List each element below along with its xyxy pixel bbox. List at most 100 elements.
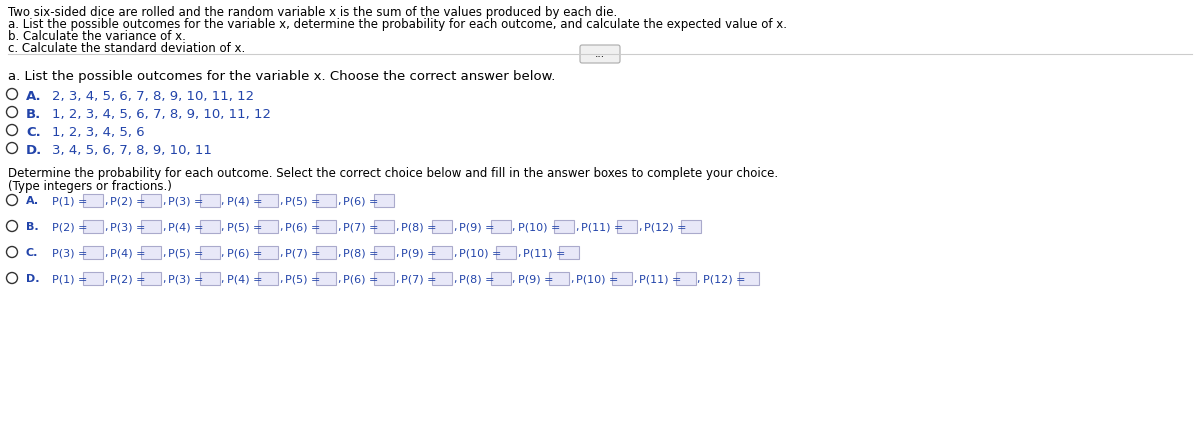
FancyBboxPatch shape bbox=[374, 194, 394, 207]
FancyBboxPatch shape bbox=[491, 220, 511, 233]
Text: P(6) =: P(6) = bbox=[227, 248, 262, 258]
Text: P(5) =: P(5) = bbox=[284, 196, 320, 206]
Text: A.: A. bbox=[26, 196, 40, 206]
FancyBboxPatch shape bbox=[199, 220, 220, 233]
Text: D.: D. bbox=[26, 274, 40, 284]
Text: ,: , bbox=[575, 222, 578, 232]
Text: P(4) =: P(4) = bbox=[227, 196, 262, 206]
Text: P(8) =: P(8) = bbox=[401, 222, 437, 232]
Text: ,: , bbox=[570, 274, 574, 284]
Text: P(5) =: P(5) = bbox=[168, 248, 204, 258]
FancyBboxPatch shape bbox=[739, 271, 758, 284]
Text: ,: , bbox=[162, 274, 166, 284]
Text: ,: , bbox=[162, 222, 166, 232]
Text: P(7) =: P(7) = bbox=[343, 222, 378, 232]
FancyBboxPatch shape bbox=[316, 194, 336, 207]
Text: C.: C. bbox=[26, 248, 38, 258]
Text: ,: , bbox=[511, 274, 515, 284]
FancyBboxPatch shape bbox=[612, 271, 632, 284]
FancyBboxPatch shape bbox=[83, 194, 103, 207]
Text: A.: A. bbox=[26, 90, 42, 103]
Text: ,: , bbox=[395, 274, 398, 284]
FancyBboxPatch shape bbox=[559, 246, 580, 258]
Text: ,: , bbox=[517, 248, 521, 258]
Text: P(1) =: P(1) = bbox=[52, 196, 88, 206]
Text: 3, 4, 5, 6, 7, 8, 9, 10, 11: 3, 4, 5, 6, 7, 8, 9, 10, 11 bbox=[52, 144, 212, 157]
Text: ,: , bbox=[511, 222, 515, 232]
FancyBboxPatch shape bbox=[83, 246, 103, 258]
Text: P(3) =: P(3) = bbox=[168, 196, 204, 206]
Text: ,: , bbox=[634, 274, 637, 284]
Text: (Type integers or fractions.): (Type integers or fractions.) bbox=[8, 180, 172, 193]
Text: P(9) =: P(9) = bbox=[517, 274, 553, 284]
Text: ,: , bbox=[454, 274, 457, 284]
Text: P(12) =: P(12) = bbox=[702, 274, 745, 284]
FancyBboxPatch shape bbox=[432, 271, 452, 284]
Text: P(8) =: P(8) = bbox=[460, 274, 494, 284]
Text: ,: , bbox=[454, 248, 457, 258]
Text: P(3) =: P(3) = bbox=[52, 248, 88, 258]
Text: P(2) =: P(2) = bbox=[110, 196, 145, 206]
Text: ,: , bbox=[337, 222, 341, 232]
Text: P(1) =: P(1) = bbox=[52, 274, 88, 284]
FancyBboxPatch shape bbox=[580, 45, 620, 63]
Text: ...: ... bbox=[595, 49, 605, 59]
FancyBboxPatch shape bbox=[491, 271, 511, 284]
Text: ,: , bbox=[278, 222, 282, 232]
FancyBboxPatch shape bbox=[316, 220, 336, 233]
Text: a. List the possible outcomes for the variable x, determine the probability for : a. List the possible outcomes for the va… bbox=[8, 18, 787, 31]
FancyBboxPatch shape bbox=[374, 220, 394, 233]
Text: ,: , bbox=[104, 222, 108, 232]
Text: P(4) =: P(4) = bbox=[110, 248, 145, 258]
Text: ,: , bbox=[337, 248, 341, 258]
Text: ,: , bbox=[104, 196, 108, 206]
Text: ,: , bbox=[278, 248, 282, 258]
Text: P(11) =: P(11) = bbox=[581, 222, 623, 232]
FancyBboxPatch shape bbox=[432, 220, 452, 233]
FancyBboxPatch shape bbox=[258, 271, 278, 284]
FancyBboxPatch shape bbox=[316, 246, 336, 258]
Text: P(3) =: P(3) = bbox=[110, 222, 145, 232]
Text: P(8) =: P(8) = bbox=[343, 248, 378, 258]
Text: ,: , bbox=[162, 196, 166, 206]
Text: 1, 2, 3, 4, 5, 6: 1, 2, 3, 4, 5, 6 bbox=[52, 126, 145, 139]
Text: P(5) =: P(5) = bbox=[284, 274, 320, 284]
Text: ,: , bbox=[221, 222, 224, 232]
FancyBboxPatch shape bbox=[142, 271, 161, 284]
FancyBboxPatch shape bbox=[374, 271, 394, 284]
FancyBboxPatch shape bbox=[258, 246, 278, 258]
FancyBboxPatch shape bbox=[258, 194, 278, 207]
Text: ,: , bbox=[104, 248, 108, 258]
Text: P(5) =: P(5) = bbox=[227, 222, 262, 232]
Text: ,: , bbox=[454, 222, 457, 232]
FancyBboxPatch shape bbox=[258, 220, 278, 233]
Text: ,: , bbox=[221, 248, 224, 258]
Text: P(2) =: P(2) = bbox=[110, 274, 145, 284]
FancyBboxPatch shape bbox=[432, 246, 452, 258]
Text: P(4) =: P(4) = bbox=[168, 222, 204, 232]
Text: ,: , bbox=[278, 196, 282, 206]
Text: ,: , bbox=[221, 196, 224, 206]
Text: P(6) =: P(6) = bbox=[343, 196, 378, 206]
FancyBboxPatch shape bbox=[548, 271, 569, 284]
Text: a. List the possible outcomes for the variable x. Choose the correct answer belo: a. List the possible outcomes for the va… bbox=[8, 70, 556, 83]
Text: P(12) =: P(12) = bbox=[644, 222, 686, 232]
Text: P(6) =: P(6) = bbox=[284, 222, 320, 232]
Text: 1, 2, 3, 4, 5, 6, 7, 8, 9, 10, 11, 12: 1, 2, 3, 4, 5, 6, 7, 8, 9, 10, 11, 12 bbox=[52, 108, 271, 121]
Text: ,: , bbox=[278, 274, 282, 284]
FancyBboxPatch shape bbox=[554, 220, 574, 233]
Text: P(11) =: P(11) = bbox=[523, 248, 565, 258]
Text: P(7) =: P(7) = bbox=[401, 274, 437, 284]
Text: 2, 3, 4, 5, 6, 7, 8, 9, 10, 11, 12: 2, 3, 4, 5, 6, 7, 8, 9, 10, 11, 12 bbox=[52, 90, 254, 103]
Text: ,: , bbox=[221, 274, 224, 284]
Text: b. Calculate the variance of x.: b. Calculate the variance of x. bbox=[8, 30, 186, 43]
FancyBboxPatch shape bbox=[374, 246, 394, 258]
FancyBboxPatch shape bbox=[617, 220, 637, 233]
Text: P(7) =: P(7) = bbox=[284, 248, 320, 258]
FancyBboxPatch shape bbox=[496, 246, 516, 258]
Text: ,: , bbox=[638, 222, 642, 232]
FancyBboxPatch shape bbox=[199, 246, 220, 258]
FancyBboxPatch shape bbox=[199, 194, 220, 207]
Text: ,: , bbox=[395, 248, 398, 258]
Text: B.: B. bbox=[26, 222, 38, 232]
